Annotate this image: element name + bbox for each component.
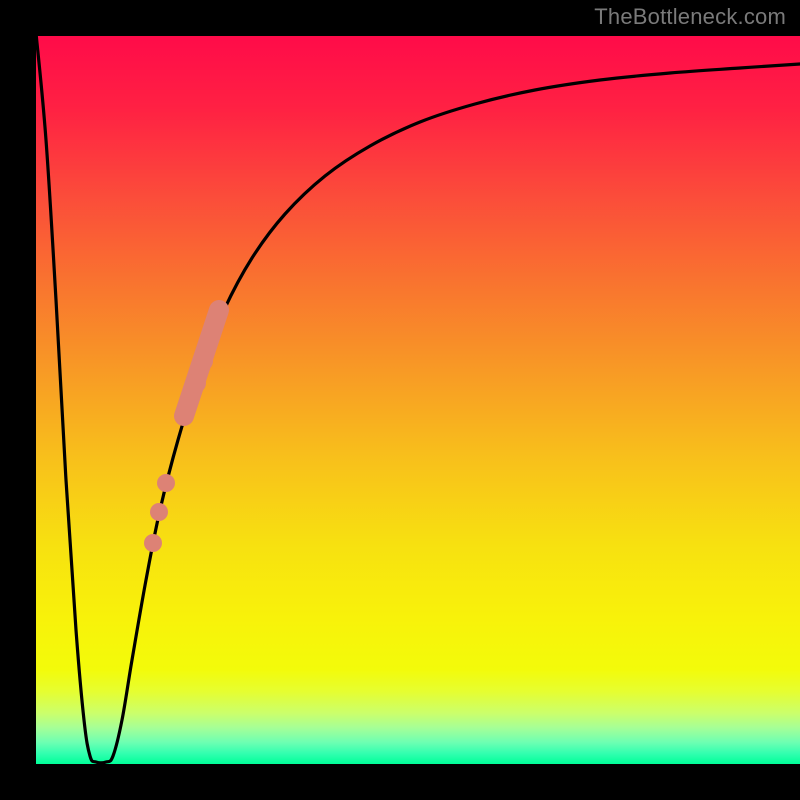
marker-dot	[193, 351, 213, 371]
marker-dot	[186, 373, 206, 393]
marker-dot	[150, 503, 168, 521]
border-left	[0, 0, 36, 800]
bottleneck-chart	[0, 0, 800, 800]
watermark-text: TheBottleneck.com	[594, 4, 786, 30]
chart-container: TheBottleneck.com	[0, 0, 800, 800]
marker-dot	[157, 474, 175, 492]
border-bottom	[0, 764, 800, 800]
plot-background	[36, 36, 800, 764]
marker-dot	[144, 534, 162, 552]
